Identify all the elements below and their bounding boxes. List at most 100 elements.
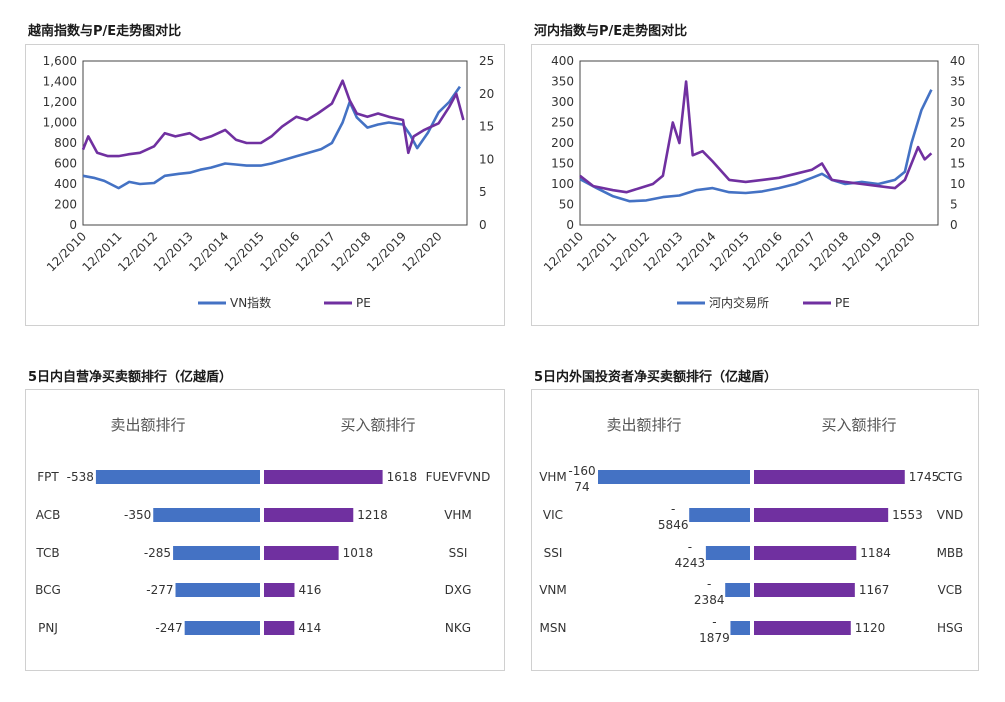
- chart4-title: 5日内外国投资者净买卖额排行（亿越盾）: [534, 370, 778, 385]
- legend-label: VN指数: [230, 295, 271, 310]
- sell-bar: [153, 508, 260, 522]
- left-axis-tick-label: 1,200: [43, 95, 77, 109]
- buy-value-label: 1120: [855, 621, 886, 635]
- buy-ticker-label: VND: [937, 508, 963, 522]
- buy-ticker-label: HSG: [937, 621, 963, 635]
- sell-value-label: -277: [146, 583, 173, 597]
- proprietary-trading-panel: 卖出额排行 买入额排行 FPT -538 ACB -350 TCB -285 BCG -277 PN…: [25, 389, 505, 671]
- buy-ranking-header: 买入额排行: [821, 416, 896, 434]
- buy-bar: [264, 583, 295, 597]
- sell-bar: [730, 621, 750, 635]
- left-axis-tick-label: 0: [566, 218, 574, 232]
- right-axis-tick-label: 10: [479, 152, 494, 166]
- sell-value-label: -: [688, 540, 692, 554]
- buy-bar: [264, 508, 354, 522]
- left-axis-tick-label: 350: [551, 75, 574, 89]
- sell-ticker-label: VIC: [543, 508, 563, 522]
- right-axis-tick-label: 30: [950, 95, 965, 109]
- right-axis-tick-label: 15: [479, 120, 494, 134]
- left-axis-tick-label: 400: [551, 54, 574, 68]
- right-axis-tick-label: 0: [950, 218, 958, 232]
- sell-ticker-label: SSI: [544, 546, 563, 560]
- x-axis-tick-label: 12/2020: [400, 229, 445, 274]
- right-axis-tick-label: 0: [479, 218, 487, 232]
- left-axis-tick-label: 1,000: [43, 116, 77, 130]
- buy-ranking-header: 买入额排行: [340, 416, 415, 434]
- chart2-title: 河内指数与P/E走势图对比: [534, 24, 688, 39]
- right-axis-tick-label: 5: [950, 198, 958, 212]
- sell-value-label: -160: [568, 464, 595, 478]
- sell-value-label: -: [671, 502, 675, 516]
- series-line-pe: [81, 79, 465, 158]
- buy-bar: [754, 621, 851, 635]
- sell-ranking-header: 卖出额排行: [606, 416, 681, 434]
- buy-ticker-label: FUEVFVND: [426, 470, 491, 484]
- chart1-title: 越南指数与P/E走势图对比: [28, 24, 182, 39]
- series-line-index: [579, 89, 933, 203]
- vn-index-pe-chart: 0 200 400 600 800 1,000 1,200 1,400 1,600 0 5 10 15 2…: [43, 54, 495, 310]
- buy-value-label: 1167: [859, 583, 890, 597]
- buy-value-label: 416: [298, 583, 321, 597]
- left-axis-tick-label: 50: [559, 198, 574, 212]
- sell-value-label: 5846: [658, 518, 689, 532]
- right-axis-tick-label: 15: [950, 157, 965, 171]
- sell-bar: [175, 583, 260, 597]
- right-axis-tick-label: 20: [479, 87, 494, 101]
- right-axis-tick-label: 25: [950, 116, 965, 130]
- sell-value-label: 4243: [675, 556, 706, 570]
- sell-bar: [725, 583, 750, 597]
- right-axis-tick-label: 35: [950, 75, 965, 89]
- left-axis-tick-label: 600: [54, 157, 77, 171]
- sell-bar: [173, 546, 260, 560]
- legend-label: PE: [356, 296, 371, 310]
- left-axis-tick-label: 150: [551, 157, 574, 171]
- left-axis-tick-label: 100: [551, 177, 574, 191]
- buy-bar: [754, 508, 889, 522]
- sell-value-label: 74: [574, 480, 589, 494]
- sell-value-label: -538: [67, 470, 94, 484]
- left-axis-tick-label: 1,600: [43, 54, 77, 68]
- buy-ticker-label: NKG: [445, 621, 471, 635]
- sell-value-label: -285: [144, 546, 171, 560]
- sell-ticker-label: VHM: [539, 470, 567, 484]
- right-axis-tick-label: 10: [950, 177, 965, 191]
- buy-value-label: 1618: [387, 470, 418, 484]
- vn-index-pe-panel: 0 200 400 600 800 1,000 1,200 1,400 1,600 0 5 10 15 2…: [25, 44, 505, 326]
- series-line-pe: [579, 80, 933, 194]
- left-axis-tick-label: 200: [551, 136, 574, 150]
- buy-bar: [754, 583, 855, 597]
- right-axis-tick-label: 40: [950, 54, 965, 68]
- buy-value-label: 1018: [343, 546, 374, 560]
- foreign-investor-panel: 卖出额排行 买入额排行 VHM -160 74 VIC -5846 SSI -4243 VNM -2…: [531, 389, 979, 671]
- legend-label: PE: [835, 296, 850, 310]
- buy-bar: [264, 621, 295, 635]
- sell-value-label: -247: [155, 621, 182, 635]
- left-axis-tick-label: 250: [551, 116, 574, 130]
- left-axis-tick-label: 200: [54, 198, 77, 212]
- buy-bar: [754, 470, 905, 484]
- buy-bar: [264, 470, 383, 484]
- buy-value-label: 1184: [860, 546, 891, 560]
- buy-value-label: 1745: [909, 470, 940, 484]
- hnx-index-pe-chart: 0 50 100 150 200 250 300 350 400 0 5 10 15 20 25 30 35 40…: [541, 54, 965, 310]
- sell-ticker-label: TCB: [35, 546, 59, 560]
- chart3-title: 5日内自营净买卖额排行（亿越盾）: [28, 370, 233, 385]
- buy-ticker-label: VHM: [444, 508, 472, 522]
- buy-ticker-label: DXG: [445, 583, 472, 597]
- hnx-index-pe-panel: 0 50 100 150 200 250 300 350 400 0 5 10 15 20 25 30 35 40…: [531, 44, 979, 326]
- left-axis-tick-label: 800: [54, 136, 77, 150]
- sell-bar: [184, 621, 260, 635]
- sell-bar: [689, 508, 750, 522]
- right-axis-tick-label: 20: [950, 136, 965, 150]
- sell-value-label: 1879: [699, 631, 730, 645]
- buy-ticker-label: VCB: [938, 583, 963, 597]
- sell-bar: [95, 470, 260, 484]
- left-axis-tick-label: 400: [54, 177, 77, 191]
- right-axis-tick-label: 5: [479, 185, 487, 199]
- buy-ticker-label: MBB: [937, 546, 964, 560]
- sell-ticker-label: PNJ: [38, 621, 58, 635]
- proprietary-trading-chart: 卖出额排行 买入额排行 FPT -538 ACB -350 TCB -285 BCG -277 PN…: [35, 416, 491, 642]
- sell-value-label: -: [707, 577, 711, 591]
- sell-ranking-header: 卖出额排行: [110, 416, 185, 434]
